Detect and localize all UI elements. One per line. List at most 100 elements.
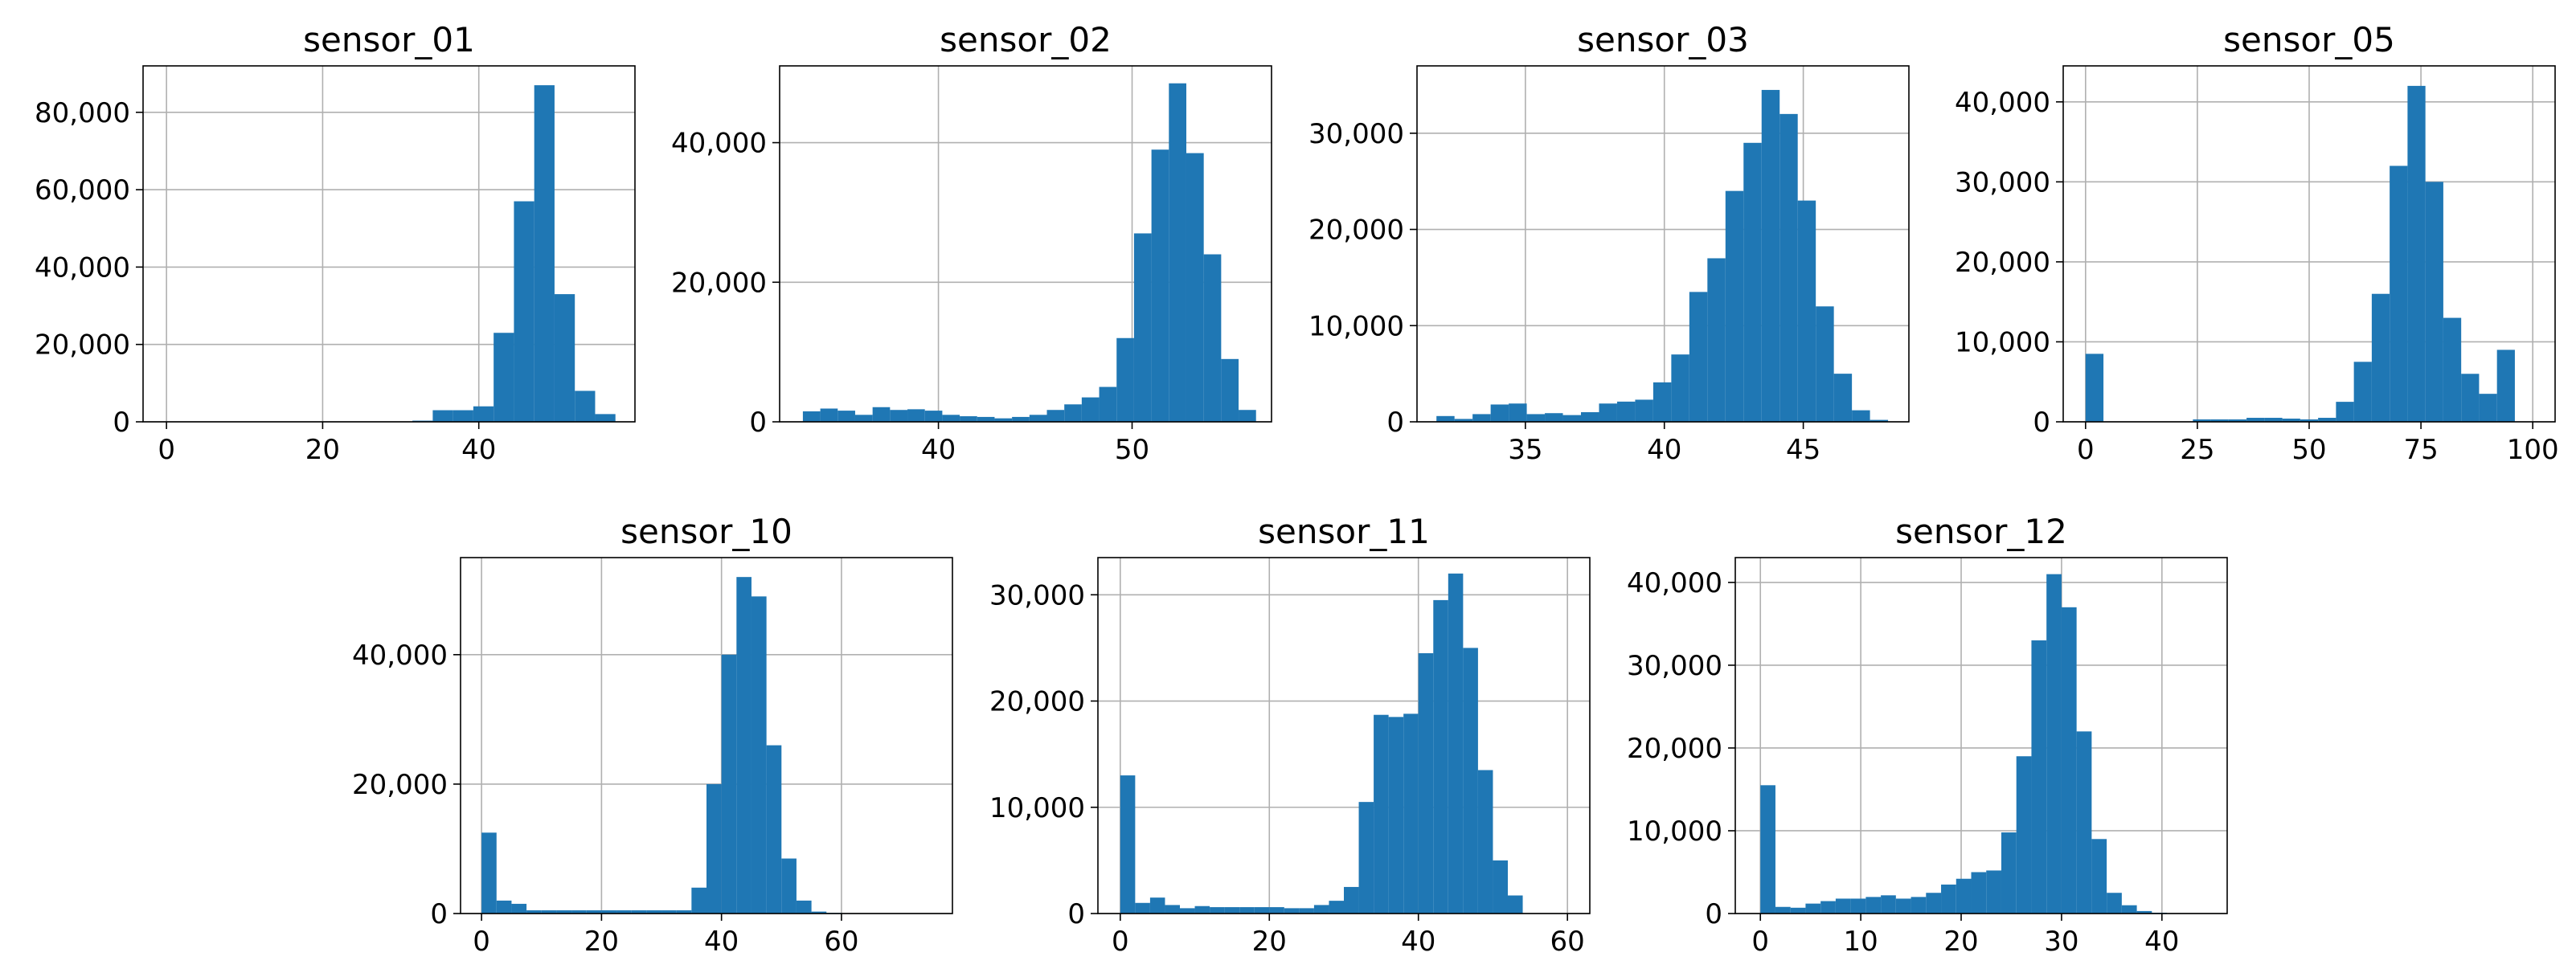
y-tick-label: 20,000: [1627, 733, 1722, 765]
histogram-bar: [1169, 83, 1186, 422]
histogram-bar: [1284, 908, 1300, 914]
histogram-bar: [2390, 166, 2408, 422]
histogram-bar: [1760, 785, 1775, 914]
histogram-bar: [1269, 907, 1284, 914]
histogram-bar: [661, 910, 677, 914]
histogram-bar: [541, 910, 557, 914]
subplot-sensor_02: 40 50 0 20,000 40,000 sensor_02: [671, 20, 1272, 466]
histogram-bar: [2046, 574, 2062, 914]
histogram-bar: [1652, 382, 1672, 422]
histogram-bar: [2085, 354, 2104, 422]
histogram-bar: [2193, 419, 2211, 422]
subplot-title: sensor_10: [620, 512, 792, 551]
histogram-bar: [1941, 884, 1956, 914]
y-tick-label: 0: [1067, 898, 1085, 930]
histogram-bar: [1833, 374, 1853, 422]
histogram-bar: [854, 415, 873, 422]
histogram-bar: [1689, 292, 1708, 422]
histogram-bar: [781, 858, 797, 914]
y-tick-label: 0: [1705, 898, 1722, 930]
x-tick-label: 10: [1843, 926, 1878, 958]
histogram-bar: [1816, 306, 1834, 422]
histogram-bar: [1221, 358, 1239, 422]
histogram-bar: [2016, 756, 2032, 914]
histogram-bar: [575, 390, 596, 422]
histogram-bar: [1725, 190, 1744, 422]
x-tick-label: 45: [1786, 434, 1820, 466]
histogram-bar: [1743, 142, 1762, 422]
histogram-bar: [1790, 907, 1806, 914]
histogram-bar: [2300, 419, 2319, 422]
histogram-bar: [571, 910, 587, 914]
y-tick-label: 10,000: [989, 792, 1085, 824]
x-tick-label: 60: [824, 926, 858, 958]
histogram-bar: [1490, 404, 1509, 422]
histogram-bar: [2091, 839, 2107, 914]
histogram-bar: [1865, 897, 1882, 914]
histogram-bar: [960, 416, 977, 422]
histogram-bar: [1149, 897, 1165, 914]
x-tick-label: 25: [2180, 434, 2214, 466]
histogram-bar: [1388, 717, 1404, 914]
y-tick-label: 10,000: [1955, 326, 2050, 358]
y-tick-label: 20,000: [671, 267, 767, 299]
x-tick-label: 0: [158, 434, 175, 466]
histogram-bar: [1180, 908, 1195, 914]
y-tick-label: 20,000: [1955, 247, 2050, 279]
histogram-bar: [1707, 258, 1726, 422]
x-tick-label: 100: [2507, 434, 2559, 466]
histogram-bar: [811, 911, 827, 914]
histogram-bar: [1881, 895, 1896, 914]
y-tick-label: 40,000: [35, 251, 130, 284]
x-tick-label: 0: [473, 926, 490, 958]
histogram-bar: [796, 900, 812, 914]
axes-frame: [142, 65, 636, 423]
axes-frame: [779, 65, 1272, 423]
histogram-bar: [1895, 898, 1911, 914]
histogram-bar: [2136, 910, 2152, 914]
histogram-bar: [1081, 397, 1100, 422]
histogram-bar: [601, 910, 617, 914]
histogram-bar: [1835, 898, 1851, 914]
subplot-title: sensor_11: [1258, 512, 1430, 551]
subplot-sensor_03: 35 40 45 0 10,000 20,000 30,000 sensor_03: [1308, 20, 1910, 466]
histogram-bar: [646, 910, 662, 914]
subplot-sensor_01: 0 20 40 0 20,000 40,000 60,000 80,000 sensor_01: [35, 20, 636, 466]
x-tick-label: 0: [1751, 926, 1769, 958]
histogram-bar: [1099, 386, 1117, 422]
y-tick-label: 80,000: [35, 97, 130, 129]
histogram-bar: [1986, 870, 2001, 914]
histogram-bar: [1671, 354, 1689, 422]
histogram-bar: [2496, 350, 2515, 422]
x-tick-label: 20: [584, 926, 619, 958]
y-tick-label: 30,000: [989, 579, 1085, 611]
y-tick-label: 0: [113, 407, 130, 439]
histogram-bar: [1526, 414, 1546, 422]
histogram-bar: [481, 832, 497, 914]
histogram-bar: [1635, 399, 1653, 422]
histogram-bar: [1029, 415, 1047, 422]
axes-frame: [1416, 65, 1910, 423]
histogram-bar: [1820, 901, 1836, 914]
histogram-bar: [1186, 153, 1204, 422]
histogram-bar: [2318, 418, 2336, 422]
histogram-bar: [631, 910, 647, 914]
y-tick-label: 30,000: [1308, 118, 1404, 150]
subplot-sensor_10: 0 20 40 60 0 20,000 40,000 sensor_10: [352, 512, 953, 958]
histogram-bar: [556, 910, 572, 914]
subplot-title: sensor_02: [940, 20, 1112, 59]
histogram-bar: [514, 201, 534, 423]
y-tick-label: 10,000: [1308, 310, 1404, 342]
histogram-bar: [1313, 905, 1329, 914]
histogram-bar: [1344, 886, 1359, 914]
y-tick-label: 60,000: [35, 174, 130, 206]
histogram-bar: [838, 411, 855, 422]
y-tick-label: 20,000: [35, 329, 130, 362]
x-tick-label: 75: [2403, 434, 2438, 466]
histogram-bar: [526, 910, 542, 914]
histogram-bar: [2031, 640, 2047, 914]
y-tick-label: 30,000: [1627, 650, 1722, 682]
x-tick-label: 40: [1647, 434, 1681, 466]
histogram-bar: [1329, 901, 1344, 914]
subplot-title: sensor_05: [2223, 20, 2395, 59]
